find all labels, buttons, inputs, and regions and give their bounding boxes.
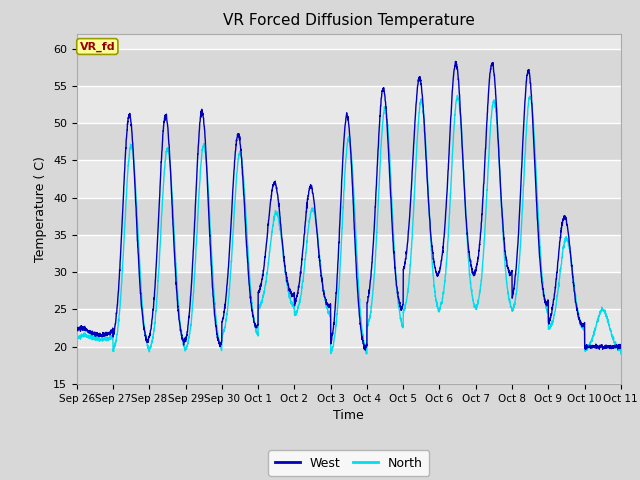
Bar: [77, 160, 621, 198]
Bar: [77, 235, 621, 272]
Y-axis label: Temperature ( C): Temperature ( C): [35, 156, 47, 262]
West: [548, 308, 556, 314]
North: [607, 327, 614, 333]
West: [607, 343, 614, 348]
West: [135, 264, 143, 269]
West: [282, 267, 289, 273]
North: [167, 176, 175, 181]
West: [167, 181, 175, 187]
Line: North: North: [77, 96, 621, 354]
North: [617, 351, 625, 357]
West: [73, 325, 81, 331]
Title: VR Forced Diffusion Temperature: VR Forced Diffusion Temperature: [223, 13, 475, 28]
North: [73, 333, 81, 338]
Bar: [77, 123, 621, 160]
North: [135, 246, 143, 252]
X-axis label: Time: Time: [333, 409, 364, 422]
Text: VR_fd: VR_fd: [79, 41, 115, 52]
Legend: West, North: West, North: [269, 450, 429, 476]
Bar: [77, 48, 621, 86]
Bar: [77, 310, 621, 347]
North: [305, 221, 313, 227]
Bar: [77, 347, 621, 384]
Bar: [77, 198, 621, 235]
Bar: [77, 86, 621, 123]
North: [454, 93, 461, 98]
West: [362, 348, 369, 353]
West: [617, 344, 625, 350]
North: [282, 270, 289, 276]
West: [305, 188, 313, 194]
Line: West: West: [77, 61, 621, 350]
North: [548, 323, 556, 328]
West: [452, 59, 460, 64]
Bar: [77, 272, 621, 310]
